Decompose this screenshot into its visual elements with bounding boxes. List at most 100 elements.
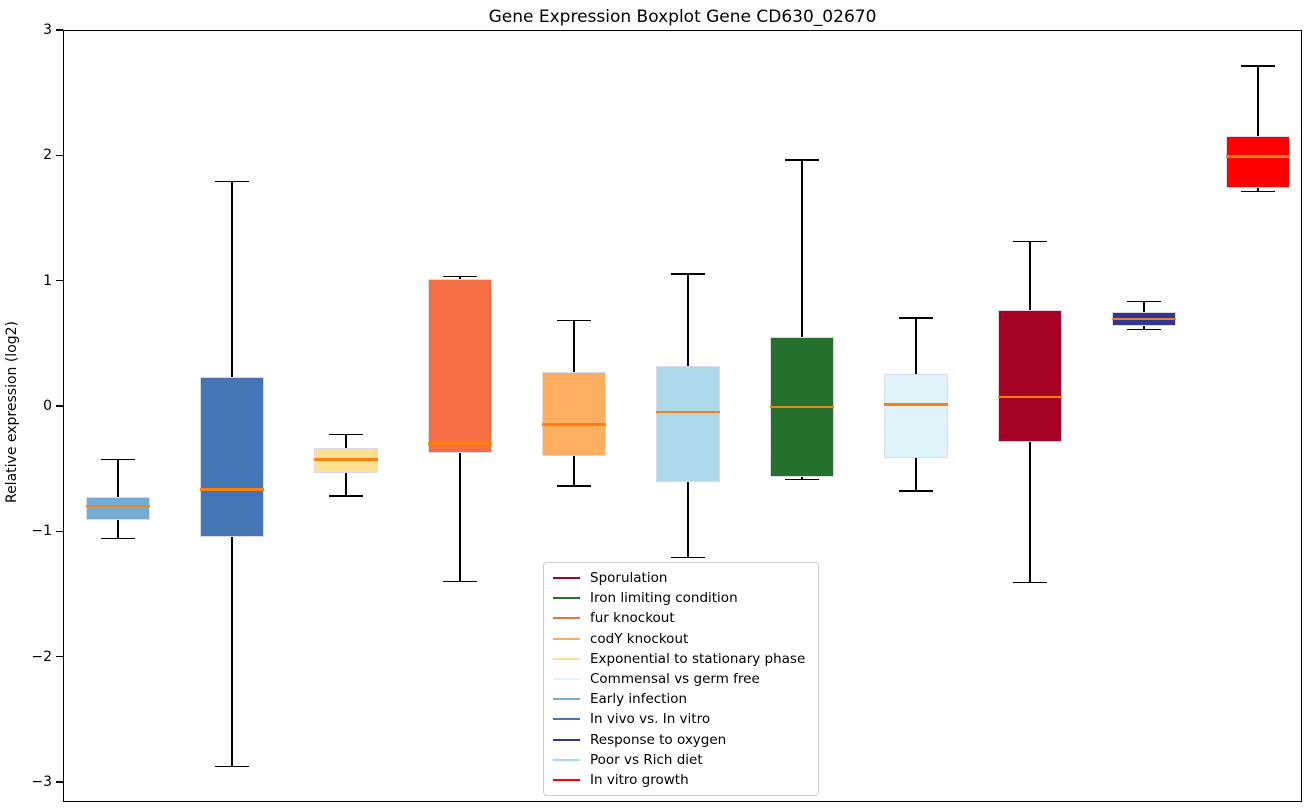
y-tick-label: 0 <box>43 397 52 414</box>
legend-item: Response to oxygen <box>553 730 809 750</box>
lower-whisker <box>1029 442 1031 583</box>
upper-whisker <box>1143 301 1145 312</box>
y-tick-label: 1 <box>43 272 52 289</box>
median-line <box>998 395 1062 399</box>
chart-title: Gene Expression Boxplot Gene CD630_02670 <box>488 7 877 27</box>
legend-line-swatch <box>553 577 580 580</box>
upper-whisker-cap <box>557 319 591 322</box>
lower-whisker-cap <box>101 537 135 540</box>
legend-line-swatch <box>553 597 580 600</box>
legend-label: In vitro growth <box>590 771 689 788</box>
upper-whisker <box>687 274 689 366</box>
median-line <box>656 410 720 414</box>
y-tick-label: −2 <box>31 648 52 665</box>
box-cody-knockout <box>542 371 606 456</box>
legend-line-swatch <box>553 718 580 721</box>
y-tick-mark <box>56 656 63 658</box>
legend-line-swatch <box>553 778 580 781</box>
lower-whisker <box>117 519 119 539</box>
upper-whisker-cap <box>899 317 933 319</box>
legend-label: codY knockout <box>590 630 689 647</box>
legend-label: Early infection <box>590 691 688 708</box>
y-tick-mark <box>56 530 63 532</box>
upper-whisker-cap <box>215 180 249 183</box>
legend-line-swatch <box>553 617 580 620</box>
legend: Sporulation Iron limiting condition fur kn… <box>543 562 819 797</box>
y-tick-label: 2 <box>43 147 52 164</box>
upper-whisker-cap <box>1241 65 1275 67</box>
legend-line-swatch <box>553 657 580 660</box>
legend-line-swatch <box>553 698 580 701</box>
legend-item: In vitro growth <box>553 770 809 790</box>
upper-whisker-cap <box>101 458 135 461</box>
lower-whisker-cap <box>899 490 933 492</box>
legend-item: codY knockout <box>553 629 809 649</box>
y-tick-mark <box>56 29 63 31</box>
median-line <box>770 405 834 409</box>
upper-whisker-cap <box>785 159 819 161</box>
box-fur-knockout <box>428 279 492 454</box>
legend-item: Poor vs Rich diet <box>553 750 809 770</box>
lower-whisker <box>231 537 233 767</box>
upper-whisker <box>915 317 917 375</box>
y-tick-label: −3 <box>31 773 52 790</box>
upper-whisker-cap <box>1013 240 1047 243</box>
y-tick-mark <box>56 781 63 783</box>
legend-label: Poor vs Rich diet <box>590 751 703 768</box>
box-exponential-to-stationary-phase <box>314 448 378 474</box>
median-line <box>314 458 378 461</box>
legend-label: Commensal vs germ free <box>590 671 760 688</box>
box-commensal-vs-germ-free <box>884 374 948 459</box>
upper-whisker <box>117 459 119 498</box>
median-line <box>428 442 492 445</box>
legend-item: Early infection <box>553 689 809 709</box>
median-line <box>542 423 606 426</box>
lower-whisker-cap <box>1013 581 1047 584</box>
upper-whisker-cap <box>671 273 705 275</box>
legend-label: In vivo vs. In vitro <box>590 711 711 728</box>
legend-line-swatch <box>553 678 580 681</box>
legend-line-swatch <box>553 637 580 640</box>
y-tick-mark <box>56 405 63 407</box>
lower-whisker <box>573 455 575 486</box>
upper-whisker-cap <box>1127 301 1161 303</box>
upper-whisker <box>459 276 461 280</box>
lower-whisker <box>1257 187 1259 192</box>
y-tick-label: 3 <box>43 22 52 38</box>
lower-whisker-cap <box>329 495 363 497</box>
legend-item: Sporulation <box>553 568 809 588</box>
box-sporulation <box>998 310 1062 443</box>
legend-item: fur knockout <box>553 608 809 628</box>
legend-item: Exponential to stationary phase <box>553 649 809 669</box>
lower-whisker-cap <box>671 556 705 558</box>
lower-whisker-cap <box>785 479 819 481</box>
y-tick-label: −1 <box>31 523 52 540</box>
box-poor-vs-rich-diet <box>656 365 720 483</box>
legend-line-swatch <box>553 738 580 741</box>
median-line <box>1112 318 1176 321</box>
median-line <box>200 488 264 491</box>
lower-whisker-cap <box>215 766 249 768</box>
box-early-infection <box>86 497 150 520</box>
upper-whisker-cap <box>443 275 477 278</box>
box-in-vivo-vs-in-vitro <box>200 376 264 538</box>
upper-whisker <box>231 181 233 377</box>
y-tick-mark <box>56 280 63 282</box>
legend-label: Iron limiting condition <box>590 590 738 607</box>
lower-whisker <box>1143 325 1145 330</box>
legend-item: Commensal vs germ free <box>553 669 809 689</box>
legend-item: Iron limiting condition <box>553 588 809 608</box>
y-tick-mark <box>56 154 63 157</box>
median-line <box>86 504 150 508</box>
upper-whisker <box>1257 66 1259 137</box>
legend-item: In vivo vs. In vitro <box>553 709 809 729</box>
lower-whisker <box>687 482 689 558</box>
median-line <box>1226 155 1290 158</box>
upper-whisker <box>801 160 803 337</box>
median-line <box>884 403 948 406</box>
lower-whisker-cap <box>557 485 591 487</box>
lower-whisker <box>801 477 803 480</box>
lower-whisker-cap <box>1127 328 1161 330</box>
legend-label: Sporulation <box>590 570 668 587</box>
